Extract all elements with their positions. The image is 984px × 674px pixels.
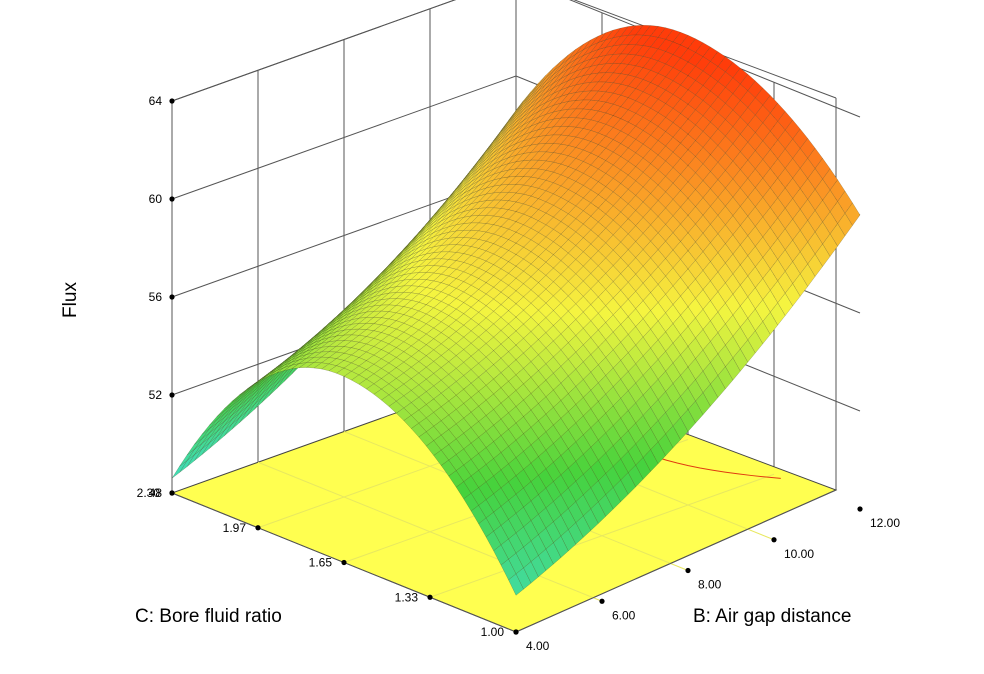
z-tick-label: 64	[149, 94, 163, 108]
b-tick-label: 8.00	[698, 578, 722, 592]
surface-cell	[171, 460, 188, 479]
b-tick-mark	[771, 537, 777, 543]
b-tick-label: 12.00	[870, 516, 900, 530]
b-tick-mark	[857, 506, 863, 512]
c-tick-mark	[427, 594, 433, 600]
z-tick-mark	[169, 392, 175, 398]
floor-edge-front-right	[515, 489, 837, 633]
c-tick-label: 1.65	[309, 556, 333, 570]
c-tick-mark	[169, 490, 175, 496]
z-tick-label: 60	[149, 192, 163, 206]
axis-ticks: 48 52 56 60 64 2.30 1.97 1.65 1.33 1.00 4.00 6.00 8.…	[137, 94, 901, 653]
c-tick-label: 1.97	[223, 521, 247, 535]
b-tick-mark	[513, 629, 519, 635]
z-tick-mark	[169, 294, 175, 300]
b-tick-mark	[685, 567, 691, 574]
b-tick-label: 6.00	[612, 608, 636, 622]
b-tick-mark	[599, 598, 605, 604]
floor-grid	[429, 473, 775, 598]
z-tick-label: 48	[149, 486, 163, 500]
z-tick-mark	[169, 196, 175, 202]
response-surface	[171, 25, 861, 596]
c-tick-mark	[255, 525, 261, 531]
c-tick-label: 1.33	[395, 590, 419, 604]
z-tick-mark	[169, 98, 175, 104]
c-tick-mark	[341, 559, 347, 566]
z-tick-label: 56	[149, 290, 163, 304]
b-tick-label: 10.00	[784, 547, 814, 561]
c-tick-label: 2.30	[137, 486, 161, 500]
z-axis-label: Flux	[60, 282, 81, 318]
y-axis-label: B: Air gap distance	[693, 606, 851, 627]
x-axis-label: C: Bore fluid ratio	[135, 606, 282, 627]
z-tick-label: 52	[149, 388, 163, 402]
c-tick-label: 1.00	[481, 625, 505, 639]
surface-cell	[508, 573, 524, 596]
b-tick-label: 4.00	[526, 639, 550, 653]
